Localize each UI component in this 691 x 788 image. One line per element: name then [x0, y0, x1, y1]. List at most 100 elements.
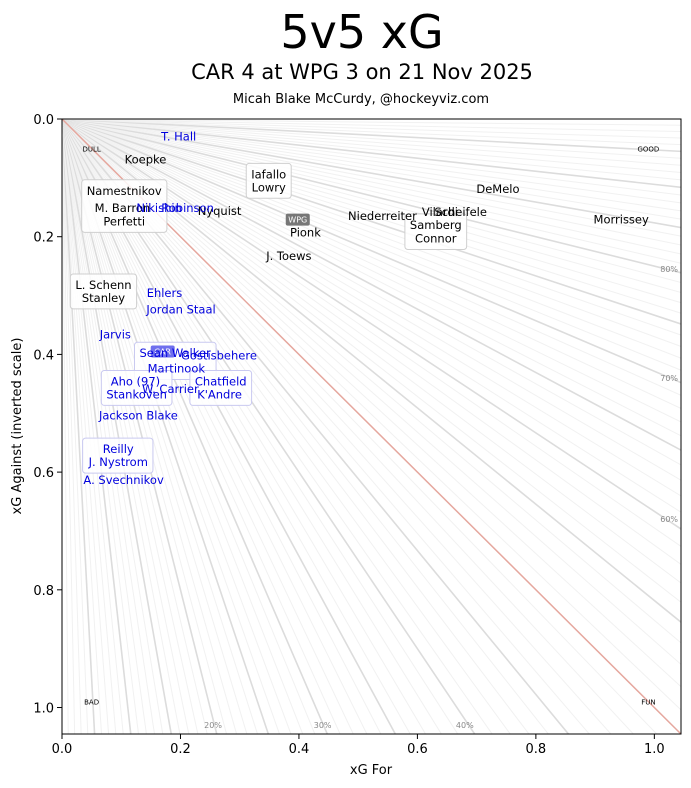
- fan-line: [62, 119, 270, 734]
- fan-line: [62, 119, 681, 666]
- fan-line: [62, 119, 459, 734]
- player-label: Ehlers: [147, 286, 183, 300]
- fan-line: [62, 119, 681, 371]
- y-tick-label: 1.0: [33, 702, 54, 717]
- fan-line: [62, 119, 681, 452]
- percent-label: 20%: [204, 721, 222, 730]
- fan-line: [62, 119, 329, 734]
- fan-line: [62, 119, 281, 734]
- chart-subtitle: CAR 4 at WPG 3 on 21 Nov 2025: [191, 60, 533, 84]
- label-group-box: [100, 369, 173, 406]
- player-label: Pionk: [290, 226, 321, 240]
- fan-line: [62, 119, 681, 264]
- fan-line: [62, 119, 681, 396]
- fan-line: [62, 119, 681, 153]
- plot-area: WPG CAR Koepke Namestnikov M. BarronPerfett…: [62, 119, 681, 734]
- fan-line: [62, 119, 681, 181]
- player-label: Koepke: [125, 153, 167, 167]
- corner-label: BAD: [84, 699, 99, 707]
- fan-line: [62, 119, 427, 734]
- x-tick-label: 0.2: [170, 742, 191, 757]
- fan-line: [62, 119, 292, 734]
- fan-line: [62, 119, 89, 734]
- player-label: J. Toews: [265, 249, 311, 263]
- fan-line: [62, 119, 354, 734]
- fan-line: [62, 119, 96, 734]
- fan-line: [62, 119, 681, 409]
- fan-line: [62, 119, 476, 734]
- player-label: K'Andre: [197, 387, 242, 401]
- fan-line: [62, 119, 681, 274]
- even-diagonal-line: [62, 119, 681, 734]
- fan-line: [62, 119, 681, 603]
- fan-line: [62, 119, 341, 734]
- corner-label: DULL: [82, 145, 100, 153]
- player-label: Stanley: [82, 291, 125, 305]
- x-axis-ticks: 0.0 0.2 0.4 0.6 0.8 1.0: [52, 734, 665, 757]
- chart-credit: Micah Blake McCurdy, @hockeyviz.com: [233, 92, 489, 107]
- player-label: Chatfield: [195, 374, 247, 388]
- label-group-box: [69, 273, 138, 310]
- player-label: Namestnikov: [87, 184, 162, 198]
- fan-line: [62, 119, 304, 734]
- team-marker-badge: [150, 345, 175, 358]
- player-label: DeMelo: [476, 182, 519, 196]
- team-markers: WPG CAR: [150, 213, 310, 358]
- fan-line: [62, 119, 681, 139]
- label-group-box: [404, 213, 468, 250]
- fan-line: [62, 119, 681, 237]
- label-group-box: [189, 369, 253, 406]
- fan-line: [62, 119, 397, 734]
- fan-line: [62, 119, 681, 283]
- label-group-box: [82, 437, 154, 474]
- fan-line: [62, 119, 681, 220]
- player-label: Reilly: [103, 442, 134, 456]
- fan-line: [62, 119, 511, 734]
- player-label: J. Nystrom: [88, 455, 148, 469]
- fan-line: [62, 119, 590, 734]
- player-label: Vilardi: [422, 205, 458, 219]
- player-label: Nyquist: [198, 204, 242, 218]
- fan-line: [62, 119, 681, 133]
- fan-line: [62, 119, 681, 437]
- x-tick-label: 0.8: [526, 742, 547, 757]
- chart-title: 5v5 xG: [280, 5, 443, 59]
- player-label: W. Carrier: [142, 382, 199, 396]
- plot-annotations: DULL GOOD BAD FUN 20% 30% 40% 80% 70% 60%: [82, 145, 678, 730]
- fan-line: [62, 119, 612, 734]
- y-tick-label: 0.0: [33, 113, 54, 128]
- player-label: Connor: [415, 231, 457, 245]
- percent-label: 60%: [660, 515, 678, 524]
- player-label: Gostisbehere: [181, 349, 257, 363]
- fan-line: [62, 119, 681, 644]
- x-axis-label: xG For: [350, 763, 393, 778]
- fan-line: [62, 119, 248, 734]
- player-label: Stankoven: [106, 387, 167, 401]
- fan-line: [62, 119, 82, 734]
- player-label: Lowry: [252, 180, 286, 194]
- label-group-boxes: [69, 162, 468, 474]
- fan-line: [62, 119, 681, 711]
- fan-line: [62, 119, 681, 584]
- player-label: L. Schenn: [75, 278, 131, 292]
- fan-line: [62, 119, 681, 481]
- y-tick-label: 0.4: [33, 348, 54, 363]
- player-label: Nikishin: [136, 201, 181, 215]
- player-label: Jackson Blake: [98, 409, 178, 423]
- x-tick-label: 0.4: [289, 742, 310, 757]
- fan-line: [62, 119, 442, 734]
- fan-line: [62, 119, 681, 565]
- percent-label: 70%: [660, 374, 678, 383]
- fan-line: [62, 119, 681, 229]
- player-label: Martinook: [148, 362, 206, 376]
- fan-line: [62, 119, 681, 166]
- fan-line: [62, 119, 681, 624]
- percent-label: 40%: [456, 721, 474, 730]
- player-label: Perfetti: [103, 214, 145, 228]
- fan-line: [62, 119, 681, 547]
- fan-line: [62, 119, 681, 212]
- fan-line: [62, 119, 681, 359]
- team-marker-label: CAR: [154, 347, 171, 356]
- fan-line: [62, 119, 681, 423]
- x-tick-label: 0.0: [52, 742, 73, 757]
